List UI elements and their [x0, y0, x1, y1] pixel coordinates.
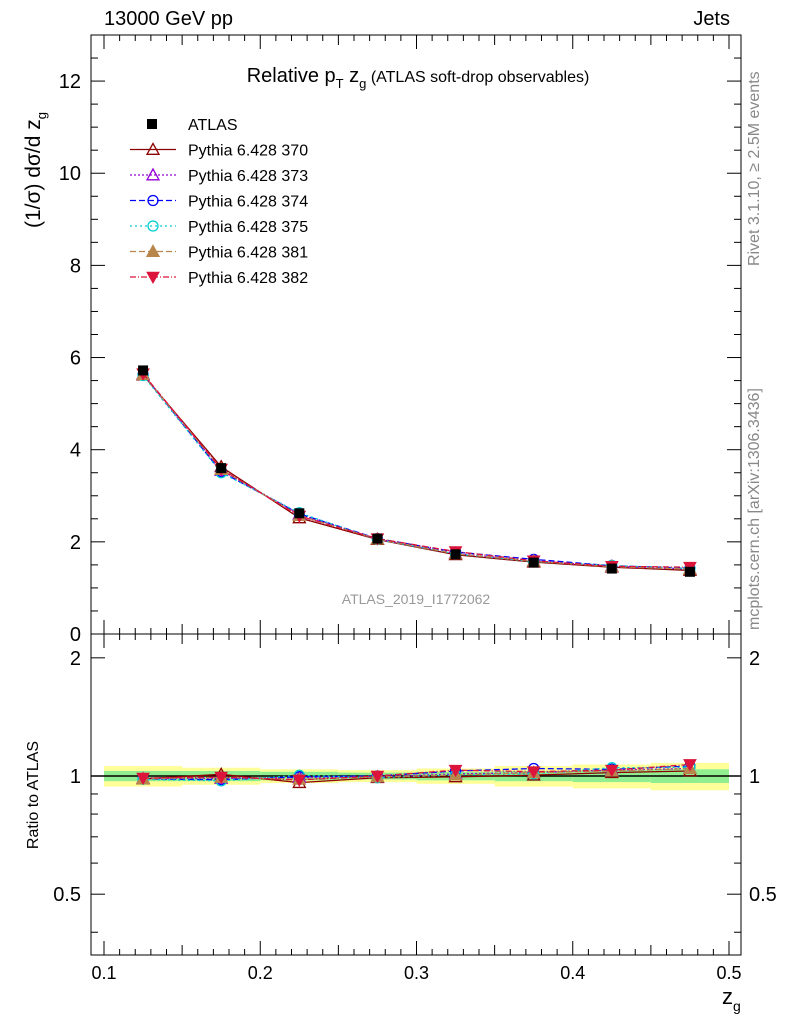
data-series — [138, 365, 695, 577]
legend-marker — [147, 194, 159, 207]
x-tick-label: 0.5 — [716, 963, 741, 983]
series-line — [142, 373, 690, 568]
ratio-y-tick-label: 2 — [70, 648, 81, 670]
ratio-series-line — [143, 766, 690, 782]
data-point — [294, 508, 305, 519]
y-tick-label: 12 — [59, 71, 81, 93]
ratio-series-line — [143, 770, 690, 784]
rivet-version-label: Rivet 3.1.10, ≥ 2.5M events — [746, 71, 763, 266]
x-tick-label: 0.3 — [404, 963, 429, 983]
x-tick-label: 0.4 — [560, 963, 585, 983]
ratio-series-point — [683, 759, 697, 772]
legend-label: ATLAS — [188, 117, 238, 134]
x-axis-label: zg — [722, 984, 741, 1014]
legend-label: Pythia 6.428 382 — [188, 270, 308, 287]
ratio-y-axis: 0.5 0.5 1 1 2 2 — [53, 648, 777, 933]
data-point — [216, 463, 227, 474]
ratio-series-point — [604, 764, 619, 778]
legend-marker — [145, 244, 161, 257]
legend-label: Pythia 6.428 374 — [188, 194, 308, 211]
ratio-series-line — [143, 763, 690, 781]
ratio-series-point — [136, 772, 150, 786]
ratio-y-tick-label-right: 2 — [749, 648, 760, 670]
legend-label: Pythia 6.428 381 — [188, 245, 308, 262]
y-axis-label: (1/σ) dσ/d zg — [22, 112, 49, 228]
ratio-series-6 — [136, 759, 697, 788]
ratio-y-tick-label: 1 — [70, 766, 81, 788]
ratio-y-tick-label: 0.5 — [53, 884, 81, 906]
legend-marker — [147, 220, 159, 232]
y-tick-label: 10 — [59, 163, 81, 185]
data-point — [372, 533, 383, 544]
data-point — [528, 557, 539, 568]
x-tick-label: 0.1 — [91, 963, 116, 983]
legend-marker — [145, 167, 161, 181]
y-tick-label: 4 — [70, 440, 81, 462]
ratio-series-point — [214, 771, 229, 785]
legend-label: Pythia 6.428 370 — [188, 143, 308, 160]
legend-label: Pythia 6.428 375 — [188, 219, 308, 236]
mcplots-reference-label: mcplots.cern.ch [arXiv:1306.3436] — [746, 388, 763, 630]
data-point — [684, 566, 695, 577]
ratio-series-point — [292, 774, 307, 788]
y-tick-label: 8 — [70, 255, 81, 277]
legend-marker — [147, 119, 157, 129]
ratio-y-tick-label-right: 0.5 — [749, 884, 777, 906]
data-point — [450, 549, 461, 560]
legend-marker — [145, 142, 161, 155]
ratio-series-point — [448, 764, 463, 778]
ratio-y-axis-label: Ratio to ATLAS — [25, 741, 42, 849]
y-tick-label: 0 — [70, 624, 81, 646]
x-tick-label: 0.2 — [248, 963, 273, 983]
y-tick-label: 6 — [70, 348, 81, 370]
data-point — [606, 563, 617, 574]
analysis-watermark: ATLAS_2019_I1772062 — [342, 591, 491, 607]
header-right-label: Jets — [693, 8, 730, 30]
ratio-series-point — [526, 766, 541, 779]
y-tick-label: 2 — [70, 532, 81, 554]
ratio-series-point — [370, 770, 385, 784]
y-axis: 0 2 4 6 8 10 12 — [59, 34, 741, 646]
legend-marker — [146, 271, 160, 285]
ratio-y-tick-label-right: 1 — [749, 766, 760, 788]
legend-label: Pythia 6.428 373 — [188, 168, 308, 185]
ratio-plot-frame — [90, 633, 742, 956]
header-left-label: 13000 GeV pp — [104, 8, 233, 30]
x-axis: 0.1 0.2 0.3 0.4 0.5 — [91, 35, 742, 983]
legend: ATLAS Pythia 6.428 370 Pythia 6.428 373 Pyt… — [130, 117, 308, 287]
data-point — [138, 365, 149, 376]
plot-title: Relative pT zg (ATLAS soft-drop observab… — [247, 65, 590, 91]
